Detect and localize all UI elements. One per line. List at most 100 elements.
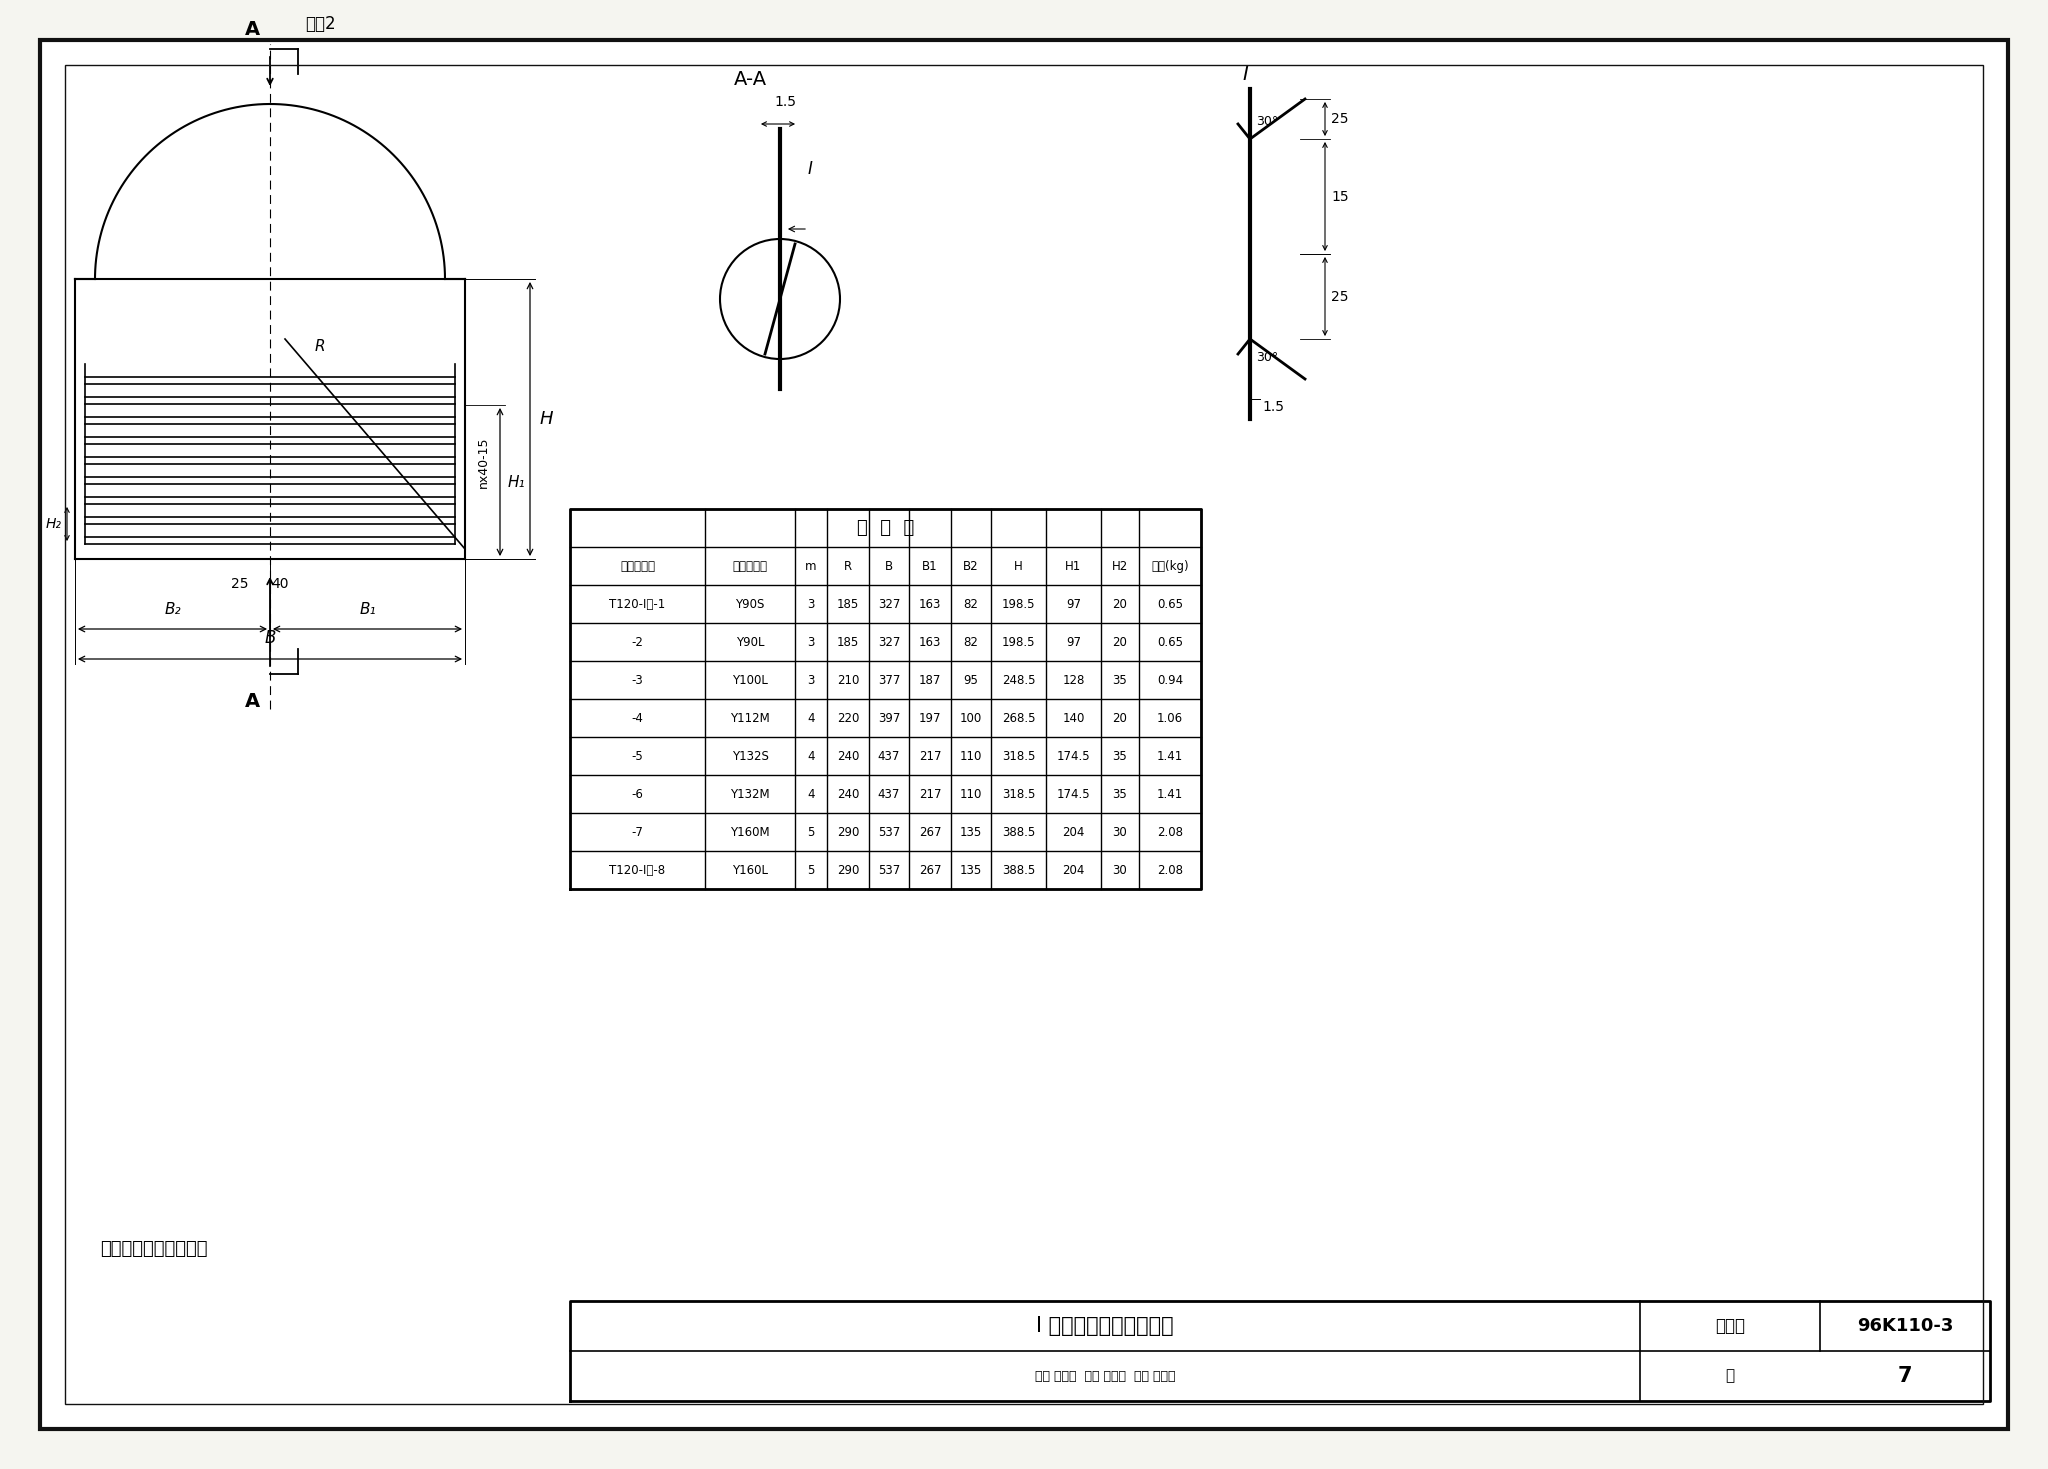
Text: 97: 97: [1067, 636, 1081, 648]
Text: Y132S: Y132S: [731, 749, 768, 762]
Text: 204: 204: [1063, 864, 1085, 877]
Text: 318.5: 318.5: [1001, 787, 1034, 801]
Text: 4: 4: [807, 711, 815, 724]
Text: 204: 204: [1063, 826, 1085, 839]
Text: -6: -6: [631, 787, 643, 801]
Text: 40: 40: [270, 577, 289, 591]
Text: 290: 290: [838, 864, 860, 877]
Text: Y132M: Y132M: [731, 787, 770, 801]
Text: A-A: A-A: [733, 69, 766, 88]
Text: 397: 397: [879, 711, 901, 724]
Text: 20: 20: [1112, 636, 1128, 648]
Text: 537: 537: [879, 864, 901, 877]
Text: 0.94: 0.94: [1157, 673, 1184, 686]
Text: m: m: [805, 560, 817, 573]
Text: B: B: [885, 560, 893, 573]
Text: -5: -5: [631, 749, 643, 762]
Text: B2: B2: [963, 560, 979, 573]
Text: 163: 163: [920, 636, 942, 648]
Text: R: R: [315, 339, 326, 354]
Text: 537: 537: [879, 826, 901, 839]
Text: -4: -4: [631, 711, 643, 724]
Text: 128: 128: [1063, 673, 1085, 686]
Text: 30°: 30°: [1255, 351, 1278, 363]
Text: 所有加工边需去除毛刺: 所有加工边需去除毛刺: [100, 1240, 207, 1257]
Text: 163: 163: [920, 598, 942, 611]
Text: 电动机型号: 电动机型号: [733, 560, 768, 573]
Text: 290: 290: [838, 826, 860, 839]
Text: I 型电动机防雨罩零件图: I 型电动机防雨罩零件图: [1036, 1316, 1174, 1335]
Text: B₂: B₂: [164, 602, 180, 617]
Text: 3: 3: [807, 598, 815, 611]
Text: H: H: [1014, 560, 1022, 573]
Text: 1.5: 1.5: [774, 95, 797, 109]
Text: 377: 377: [879, 673, 901, 686]
Text: 220: 220: [838, 711, 860, 724]
Text: T120-I型-1: T120-I型-1: [610, 598, 666, 611]
Text: 318.5: 318.5: [1001, 749, 1034, 762]
Text: B₁: B₁: [358, 602, 377, 617]
Text: 0.65: 0.65: [1157, 598, 1184, 611]
Text: 审核 郑八男  校对 仲贺通  设计 程启华: 审核 郑八男 校对 仲贺通 设计 程启华: [1034, 1369, 1176, 1382]
Text: H₁: H₁: [508, 474, 526, 489]
Text: 2.08: 2.08: [1157, 864, 1184, 877]
Text: 140: 140: [1063, 711, 1085, 724]
Text: 100: 100: [961, 711, 983, 724]
Text: 327: 327: [879, 636, 901, 648]
Text: 1.06: 1.06: [1157, 711, 1184, 724]
Text: 96K110-3: 96K110-3: [1858, 1318, 1954, 1335]
Text: 95: 95: [963, 673, 979, 686]
Text: 1.5: 1.5: [1262, 400, 1284, 414]
Text: 5: 5: [807, 826, 815, 839]
Text: I: I: [1243, 65, 1247, 84]
Text: 20: 20: [1112, 598, 1128, 611]
Text: 185: 185: [838, 598, 858, 611]
Text: 30: 30: [1112, 864, 1126, 877]
Text: 210: 210: [838, 673, 860, 686]
Text: 3: 3: [807, 673, 815, 686]
Text: -3: -3: [631, 673, 643, 686]
Text: 248.5: 248.5: [1001, 673, 1034, 686]
Text: H₂: H₂: [45, 517, 61, 530]
Text: 7: 7: [1898, 1366, 1913, 1385]
Text: 25: 25: [1331, 289, 1348, 304]
Text: 267: 267: [920, 826, 942, 839]
Text: 240: 240: [838, 749, 860, 762]
Text: 110: 110: [961, 749, 983, 762]
Text: A: A: [244, 692, 260, 711]
Text: R: R: [844, 560, 852, 573]
Text: 15: 15: [1331, 190, 1350, 204]
Text: Y112M: Y112M: [731, 711, 770, 724]
Text: 2.08: 2.08: [1157, 826, 1184, 839]
Text: 97: 97: [1067, 598, 1081, 611]
Text: Y90S: Y90S: [735, 598, 764, 611]
Text: 25: 25: [231, 577, 248, 591]
Text: 82: 82: [963, 598, 979, 611]
Text: -2: -2: [631, 636, 643, 648]
Text: 240: 240: [838, 787, 860, 801]
Text: H: H: [541, 410, 553, 427]
Text: 1.41: 1.41: [1157, 787, 1184, 801]
Text: 30: 30: [1112, 826, 1126, 839]
Text: 198.5: 198.5: [1001, 598, 1034, 611]
Text: 327: 327: [879, 598, 901, 611]
Text: Y160M: Y160M: [731, 826, 770, 839]
Text: 5: 5: [807, 864, 815, 877]
Text: 187: 187: [920, 673, 942, 686]
Text: 页: 页: [1724, 1369, 1735, 1384]
Text: B1: B1: [922, 560, 938, 573]
Text: 268.5: 268.5: [1001, 711, 1034, 724]
Text: 4: 4: [807, 787, 815, 801]
Text: 质量(kg): 质量(kg): [1151, 560, 1188, 573]
Text: Y100L: Y100L: [731, 673, 768, 686]
Text: 3: 3: [807, 636, 815, 648]
Text: 197: 197: [920, 711, 942, 724]
Text: 437: 437: [879, 749, 901, 762]
Text: 437: 437: [879, 787, 901, 801]
Text: 件号2: 件号2: [305, 15, 336, 32]
Text: 4: 4: [807, 749, 815, 762]
Text: A: A: [244, 21, 260, 40]
Text: 174.5: 174.5: [1057, 787, 1090, 801]
Text: 185: 185: [838, 636, 858, 648]
Text: 217: 217: [920, 787, 942, 801]
